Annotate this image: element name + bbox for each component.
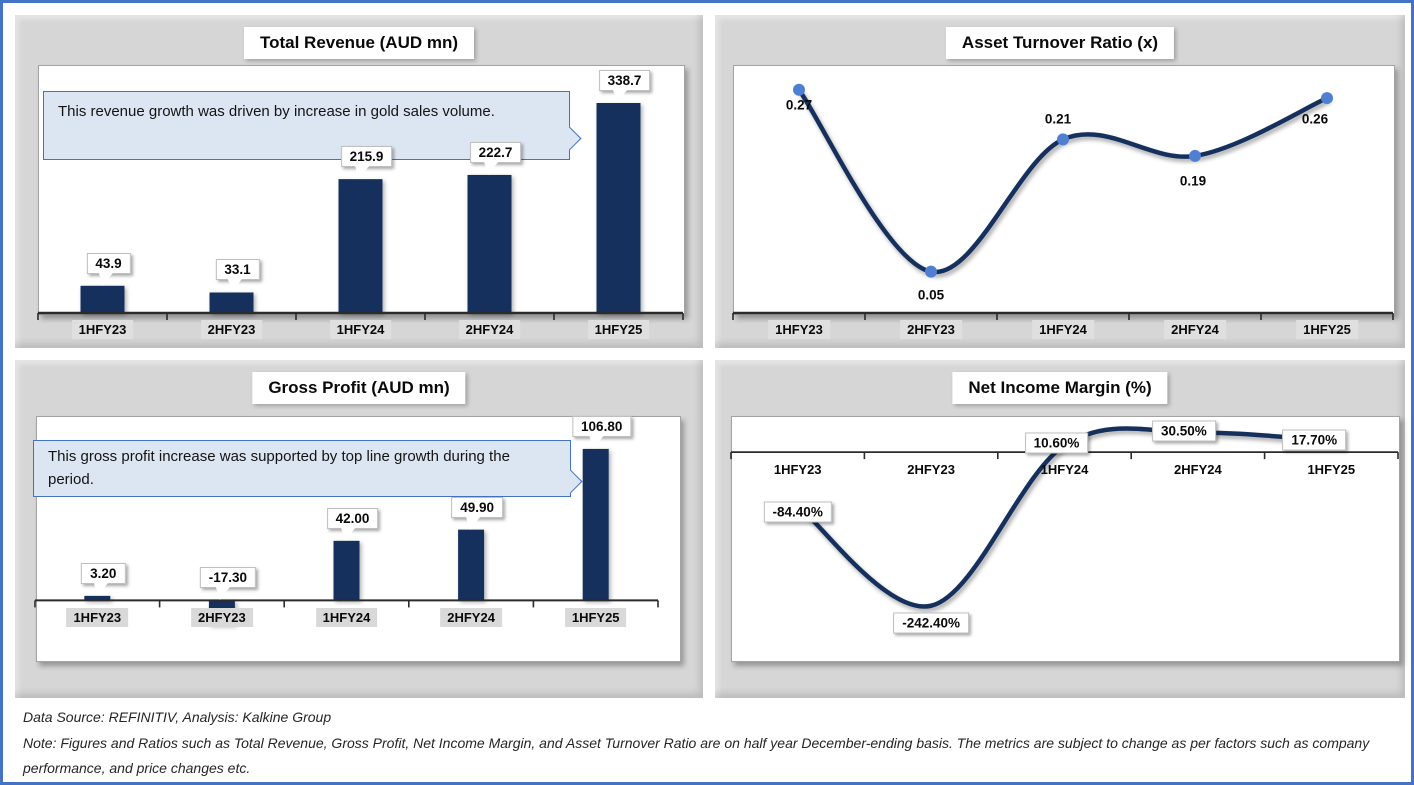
panel-asset-turnover-ratio: Asset Turnover Ratio (x) 0.27 0.05 0.21 0.1… [715, 15, 1405, 348]
data-label-2HFY23: -242.40% [893, 612, 969, 634]
x-axis-label-1HFY23: 1HFY23 [71, 320, 134, 339]
bar-1HFY23 [84, 595, 111, 601]
label-tail-icon [484, 161, 499, 175]
data-label-2HFY24: 49.90 [451, 496, 503, 530]
x-axis-label-2HFY23: 2HFY23 [900, 320, 962, 339]
chart-title: Net Income Margin (%) [952, 372, 1168, 404]
bar-2HFY24 [467, 174, 512, 313]
marker-1HFY25 [1321, 92, 1333, 105]
panel-net-income-margin: Net Income Margin (%) -84.40% -242.40% 10.… [715, 360, 1405, 698]
asset-turnover-ratio-chart-canvas [732, 83, 1394, 320]
x-axis-label-1HFY25: 1HFY25 [1307, 462, 1356, 478]
label-tail-icon [355, 166, 370, 180]
methodology-note: Note: Figures and Ratios such as Total R… [23, 734, 1370, 777]
plot-area [733, 65, 1395, 315]
marker-1HFY23 [793, 83, 805, 96]
bar-2HFY24 [458, 529, 485, 601]
x-axis-label-2HFY23: 2HFY23 [200, 320, 263, 339]
x-axis-label-1HFY25: 1HFY25 [1296, 320, 1358, 339]
x-axis-label-1HFY24: 1HFY24 [315, 608, 378, 628]
x-axis-label-2HFY24: 2HFY24 [440, 608, 502, 628]
data-label-1HFY25: 0.26 [1301, 111, 1329, 127]
label-tail-icon [341, 527, 356, 541]
x-axis-label-2HFY23: 2HFY23 [191, 608, 253, 628]
data-label-2HFY24: 0.19 [1179, 173, 1207, 189]
data-label-2HFY24: 30.50% [1151, 420, 1216, 442]
label-tail-icon [228, 279, 243, 293]
panel-gross-profit: Gross Profit (AUD mn) This gross profit … [15, 360, 703, 698]
total-revenue-chart-canvas [37, 103, 684, 320]
net-income-margin-line [795, 426, 1334, 609]
data-label-1HFY24: 10.60% [1024, 432, 1089, 454]
x-axis-label-1HFY25: 1HFY25 [564, 608, 627, 628]
data-source-note: Data Source: REFINITIV, Analysis: Kalkin… [23, 709, 332, 725]
bar-1HFY24 [338, 179, 383, 313]
x-axis-label-1HFY23: 1HFY23 [773, 462, 822, 478]
label-tail-icon [215, 587, 230, 601]
marker-2HFY24 [1189, 149, 1201, 162]
label-tail-icon [613, 90, 628, 103]
data-label-2HFY23: 0.05 [917, 287, 945, 303]
data-label-1HFY25: 17.70% [1282, 429, 1347, 451]
label-tail-icon [99, 272, 114, 286]
x-axis-label-1HFY23: 1HFY23 [66, 608, 129, 628]
data-label-1HFY24: 42.00 [326, 507, 379, 541]
bar-1HFY23 [80, 285, 125, 313]
annotation-callout: This revenue growth was driven by increa… [43, 91, 582, 160]
x-axis-label-1HFY24: 1HFY24 [1032, 320, 1094, 339]
x-axis-label-1HFY24: 1HFY24 [329, 320, 392, 339]
label-tail-icon [93, 582, 108, 596]
data-label-1HFY23: 43.9 [86, 252, 131, 286]
x-axis-label-1HFY25: 1HFY25 [587, 320, 650, 339]
footnotes: Data Source: REFINITIV, Analysis: Kalkin… [23, 705, 1397, 782]
annotation-text: This revenue growth was driven by increa… [58, 103, 495, 120]
net-income-margin-chart-canvas [730, 426, 1399, 609]
gross-profit-chart-canvas [34, 448, 659, 625]
bar-2HFY23 [209, 292, 254, 313]
data-label-1HFY25: 338.7 [598, 70, 651, 103]
chart-title: Total Revenue (AUD mn) [243, 27, 475, 59]
data-label-1HFY24: 215.9 [340, 146, 393, 180]
x-axis-label-2HFY24: 2HFY24 [458, 320, 521, 339]
asset-turnover-ratio-line [796, 87, 1330, 274]
x-axis-label-2HFY23: 2HFY23 [907, 462, 955, 478]
bar-1HFY24 [333, 540, 360, 601]
annotation-text: This gross profit increase was supported… [48, 448, 510, 488]
bar-1HFY25 [582, 448, 609, 601]
data-label-2HFY23: 33.1 [215, 259, 260, 293]
bar-1HFY25 [596, 103, 641, 313]
data-label-1HFY25: 106.80 [572, 415, 632, 449]
data-label-2HFY24: 222.7 [469, 141, 522, 175]
marker-2HFY23 [925, 265, 937, 278]
panel-total-revenue: Total Revenue (AUD mn) This revenue grow… [15, 15, 703, 348]
label-tail-icon [589, 435, 604, 449]
x-axis-label-2HFY24: 2HFY24 [1164, 320, 1226, 339]
data-label-1HFY23: -84.40% [763, 501, 832, 523]
plot-area [731, 416, 1400, 662]
label-tail-icon [466, 516, 481, 530]
x-axis-label-2HFY24: 2HFY24 [1174, 462, 1222, 478]
chart-title: Asset Turnover Ratio (x) [945, 27, 1175, 59]
data-label-1HFY23: 0.27 [785, 97, 813, 113]
x-axis-label-1HFY23: 1HFY23 [768, 320, 830, 339]
data-label-2HFY23: -17.30 [199, 567, 257, 601]
data-label-1HFY24: 0.21 [1044, 111, 1072, 127]
annotation-callout: This gross profit increase was supported… [33, 440, 583, 497]
x-axis-label-1HFY24: 1HFY24 [1040, 462, 1089, 478]
data-label-1HFY23: 3.20 [81, 562, 126, 596]
chart-title: Gross Profit (AUD mn) [252, 372, 466, 404]
marker-1HFY24 [1057, 133, 1069, 146]
